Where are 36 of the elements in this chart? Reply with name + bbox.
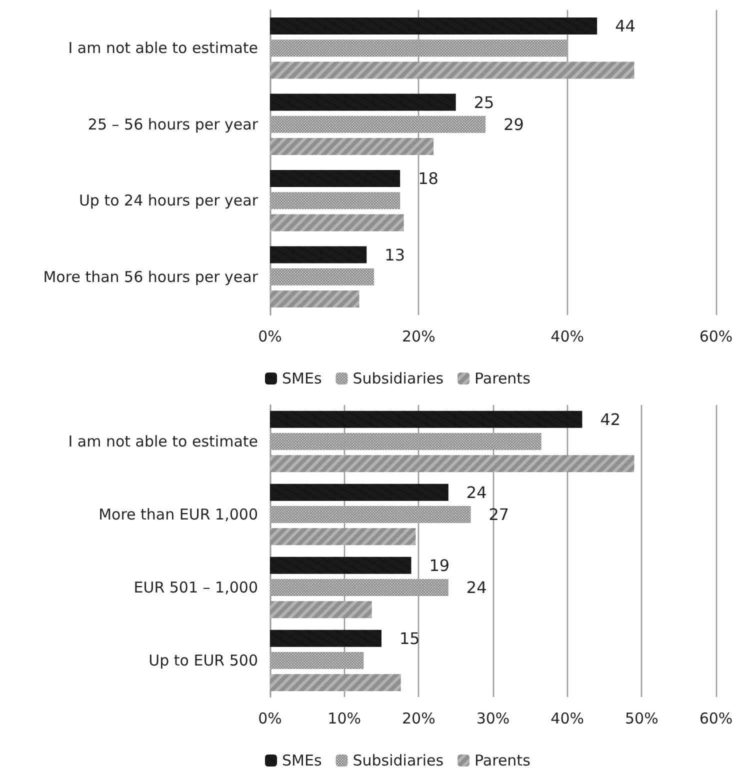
y-tick-label: Up to EUR 500 bbox=[148, 652, 258, 670]
y-tick-label: 25 – 56 hours per year bbox=[88, 115, 259, 134]
x-tick-label: 0% bbox=[258, 328, 282, 346]
legend-label: Subsidiaries bbox=[352, 370, 444, 388]
data-label: 15 bbox=[400, 628, 420, 648]
legend-label: Parents bbox=[474, 370, 531, 388]
legend-label: SMEs bbox=[282, 370, 322, 388]
x-tick-label: 20% bbox=[402, 710, 436, 728]
x-tick-label: 40% bbox=[550, 710, 584, 728]
y-tick-label: I am not able to estimate bbox=[68, 432, 258, 450]
x-tick-label: 30% bbox=[476, 710, 510, 728]
y-tick-label: I am not able to estimate bbox=[68, 39, 258, 58]
data-label: 27 bbox=[488, 505, 510, 524]
data-label: 24 bbox=[466, 578, 487, 597]
x-tick-label: 20% bbox=[402, 328, 436, 346]
x-tick-label: 60% bbox=[699, 328, 733, 346]
data-label: 18 bbox=[418, 169, 438, 188]
y-tick-label: More than 56 hours per year bbox=[43, 268, 259, 286]
legend-label: Parents bbox=[474, 752, 531, 770]
x-tick-label: 40% bbox=[550, 328, 584, 346]
data-label: 13 bbox=[384, 245, 405, 264]
data-label: 42 bbox=[600, 410, 621, 429]
x-tick-label: 60% bbox=[699, 710, 733, 728]
legend-label: Subsidiaries bbox=[352, 752, 444, 770]
data-label: 29 bbox=[504, 114, 524, 134]
data-label: 25 bbox=[474, 92, 494, 112]
data-label: 44 bbox=[615, 16, 636, 36]
x-tick-label: 0% bbox=[258, 710, 282, 728]
y-tick-label: EUR 501 – 1,000 bbox=[134, 578, 258, 596]
x-tick-label: 10% bbox=[328, 710, 362, 728]
data-label: 19 bbox=[429, 556, 450, 575]
x-tick-label: 50% bbox=[624, 710, 658, 728]
y-tick-label: Up to 24 hours per year bbox=[78, 192, 259, 210]
data-label: 24 bbox=[466, 482, 487, 502]
legend-label: SMEs bbox=[282, 752, 322, 770]
y-tick-label: More than EUR 1,000 bbox=[98, 506, 258, 524]
